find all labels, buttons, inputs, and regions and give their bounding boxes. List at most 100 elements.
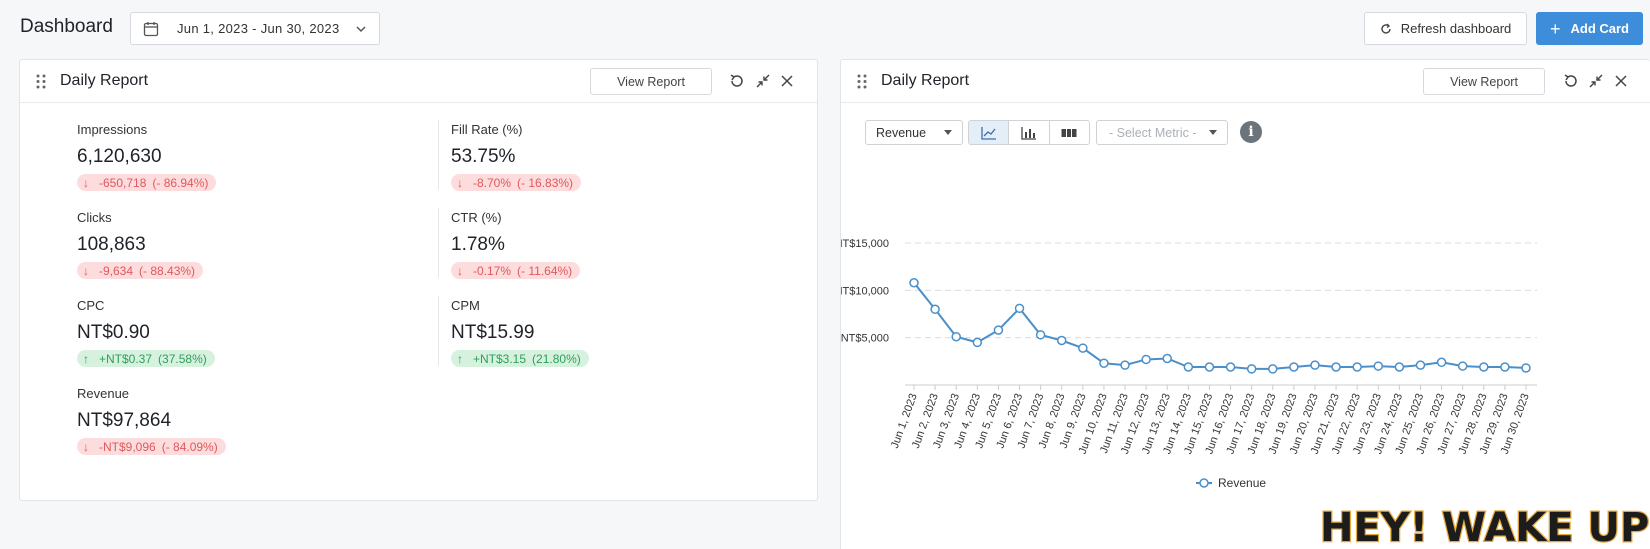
table-icon bbox=[1061, 128, 1077, 137]
data-point bbox=[1141, 354, 1151, 365]
data-point bbox=[1162, 353, 1172, 364]
hey-wake-up-logo: HEY! WAKE UP! bbox=[1320, 504, 1650, 549]
metric-label: Revenue bbox=[77, 386, 130, 401]
daily-report-card-metrics: Daily Report View Report Impressions 6,1… bbox=[19, 59, 818, 501]
data-point bbox=[1204, 362, 1215, 372]
change-delta: +NT$0.37 bbox=[99, 351, 153, 366]
secondary-metric-placeholder: - Select Metric - bbox=[1109, 125, 1197, 140]
date-range-picker[interactable]: Jun 1, 2023 - Jun 30, 2023 bbox=[130, 12, 380, 45]
change-percent: (- 11.64%) bbox=[517, 263, 573, 278]
metric-label: CPC bbox=[77, 298, 105, 313]
arrow-down-icon: ↓ bbox=[83, 439, 89, 454]
metric-label: CTR (%) bbox=[451, 210, 502, 225]
plus-icon: + bbox=[1549, 18, 1561, 39]
metric-value: 1.78% bbox=[451, 234, 505, 255]
reset-icon[interactable] bbox=[1562, 72, 1580, 90]
close-icon[interactable] bbox=[1612, 72, 1630, 90]
metric-ctr: CTR (%) 1.78% ↓ -0.17% (- 11.64%) bbox=[451, 210, 581, 280]
metric-fill-rate: Fill Rate (%) 53.75% ↓ -8.70% (- 16.83%) bbox=[451, 122, 582, 192]
change-badge: ↓ -650,718 (- 86.94%) bbox=[77, 174, 217, 191]
page-title: Dashboard bbox=[20, 16, 113, 37]
data-point bbox=[930, 304, 940, 315]
data-point bbox=[993, 325, 1004, 335]
y-tick-label: NT$15,000 bbox=[841, 238, 889, 250]
drag-handle-icon[interactable] bbox=[857, 74, 867, 89]
date-range-value: Jun 1, 2023 - Jun 30, 2023 bbox=[177, 21, 340, 36]
metric-cpc: CPC NT$0.90 ↑ +NT$0.37 (37.58%) bbox=[77, 298, 215, 368]
change-badge: ↑ +NT$0.37 (37.58%) bbox=[77, 350, 215, 367]
secondary-metric-select[interactable]: - Select Metric - bbox=[1096, 120, 1228, 145]
legend-label: Revenue bbox=[1218, 476, 1266, 490]
table-view-button[interactable] bbox=[1050, 121, 1089, 144]
change-badge: ↓ -8.70% (- 16.83%) bbox=[451, 174, 582, 191]
arrow-down-icon: ↓ bbox=[457, 175, 463, 190]
change-badge: ↓ -NT$9,096 (- 84.09%) bbox=[77, 438, 226, 455]
bar-chart-icon bbox=[1021, 126, 1036, 140]
metric-revenue: Revenue NT$97,864 ↓ -NT$9,096 (- 84.09%) bbox=[77, 386, 226, 456]
card-title: Daily Report bbox=[60, 72, 149, 89]
data-point bbox=[1500, 362, 1510, 372]
card-header: Daily Report View Report bbox=[20, 60, 817, 103]
data-point bbox=[951, 331, 961, 342]
y-tick-label: NT$5,000 bbox=[841, 333, 889, 345]
data-point bbox=[909, 278, 919, 288]
data-point bbox=[1521, 363, 1531, 373]
data-point bbox=[1331, 362, 1341, 372]
arrow-down-icon: ↓ bbox=[83, 263, 89, 278]
view-report-button[interactable]: View Report bbox=[590, 68, 712, 95]
metric-label: CPM bbox=[451, 298, 480, 313]
change-percent: (- 88.43%) bbox=[139, 263, 196, 278]
data-point bbox=[1035, 330, 1046, 340]
change-percent: (- 86.94%) bbox=[152, 175, 209, 190]
data-point bbox=[1436, 357, 1447, 368]
line-chart-button[interactable] bbox=[969, 121, 1010, 144]
metric-select[interactable]: Revenue bbox=[865, 120, 963, 145]
refresh-dashboard-label: Refresh dashboard bbox=[1400, 21, 1512, 36]
change-delta: -0.17% bbox=[473, 263, 512, 278]
reset-icon[interactable] bbox=[728, 72, 746, 90]
revenue-series-line bbox=[913, 282, 1527, 370]
collapse-icon[interactable] bbox=[1587, 72, 1605, 90]
caret-down-icon bbox=[944, 130, 952, 135]
metric-value: NT$15.99 bbox=[451, 322, 535, 343]
chevron-down-icon bbox=[356, 25, 366, 32]
metric-value: NT$0.90 bbox=[77, 322, 150, 343]
metric-value: 6,120,630 bbox=[77, 146, 162, 167]
data-point bbox=[1457, 361, 1468, 371]
drag-handle-icon[interactable] bbox=[36, 74, 46, 89]
refresh-icon bbox=[1381, 23, 1391, 34]
data-point bbox=[1014, 303, 1025, 314]
change-delta: -650,718 bbox=[99, 175, 147, 190]
bar-chart-button[interactable] bbox=[1009, 121, 1050, 144]
metric-value: NT$97,864 bbox=[77, 410, 172, 431]
data-point bbox=[1268, 364, 1278, 374]
add-card-button[interactable]: + Add Card bbox=[1536, 12, 1643, 45]
metric-value: 108,863 bbox=[77, 234, 146, 255]
data-point bbox=[1183, 362, 1194, 372]
chart-type-toggle bbox=[968, 120, 1090, 145]
column-divider bbox=[438, 120, 439, 190]
line-chart-icon bbox=[981, 126, 996, 140]
y-tick-label: NT$10,000 bbox=[841, 285, 889, 297]
metric-cpm: CPM NT$15.99 ↑ +NT$3.15 (21.80%) bbox=[451, 298, 589, 368]
data-point bbox=[1415, 360, 1426, 370]
column-divider bbox=[438, 208, 439, 278]
data-point bbox=[1246, 364, 1257, 374]
legend-swatch-point bbox=[1199, 478, 1209, 488]
data-point bbox=[1479, 362, 1489, 372]
change-delta: +NT$3.15 bbox=[473, 351, 527, 366]
data-point bbox=[972, 337, 983, 348]
refresh-dashboard-button[interactable]: Refresh dashboard bbox=[1364, 12, 1527, 45]
data-point bbox=[1225, 362, 1236, 372]
change-delta: -9,634 bbox=[99, 263, 134, 278]
view-report-button[interactable]: View Report bbox=[1423, 68, 1545, 95]
metric-label: Fill Rate (%) bbox=[451, 122, 523, 137]
arrow-up-icon: ↑ bbox=[457, 351, 463, 366]
info-icon[interactable]: i bbox=[1240, 121, 1262, 143]
caret-down-icon bbox=[1209, 130, 1217, 135]
close-icon[interactable] bbox=[778, 72, 796, 90]
change-delta: -8.70% bbox=[473, 175, 512, 190]
data-point bbox=[1056, 335, 1067, 346]
collapse-icon[interactable] bbox=[754, 72, 772, 90]
